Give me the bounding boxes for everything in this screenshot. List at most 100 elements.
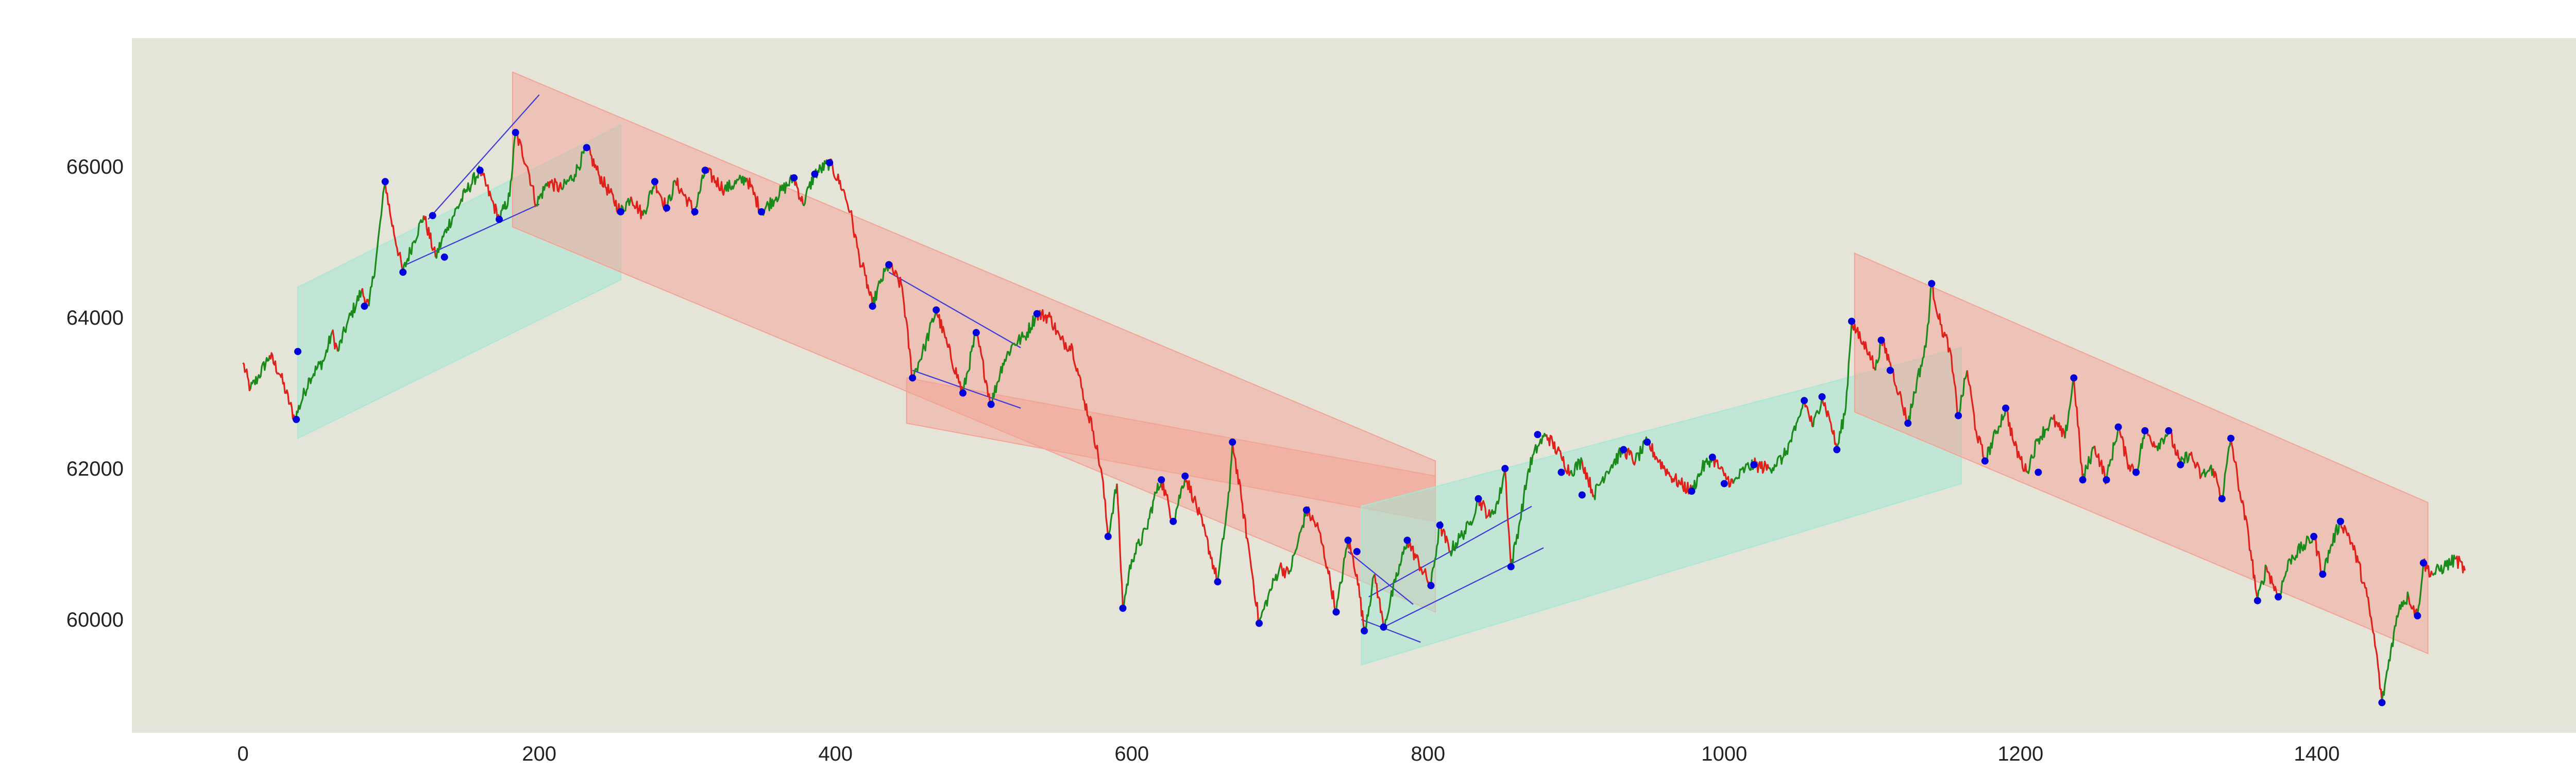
price-segment	[1948, 347, 1959, 416]
swing-point-markers	[293, 129, 2427, 707]
swing-point	[1181, 472, 1189, 480]
price-segment	[1430, 525, 1441, 586]
price-segment	[1240, 498, 1251, 560]
price-segment	[1146, 498, 1155, 530]
swing-point	[1436, 522, 1444, 529]
swing-point	[1720, 480, 1728, 488]
bearish-channel-2	[906, 377, 1436, 522]
swing-point	[1750, 461, 1758, 468]
swing-point	[1119, 604, 1127, 612]
price-segment	[2301, 535, 2315, 552]
price-segment	[2443, 554, 2456, 571]
x-axis: 0 200 400 600 800 1000 1200 1400	[238, 743, 2340, 765]
swing-point	[1380, 623, 1387, 631]
price-segment	[2013, 441, 2027, 473]
swing-point	[1353, 548, 1361, 556]
swing-point	[1688, 488, 1696, 495]
swing-point	[2141, 427, 2149, 434]
swing-point	[2378, 699, 2386, 707]
swing-point	[1578, 491, 1586, 499]
swing-point	[2002, 404, 2010, 412]
price-segment	[2221, 438, 2232, 499]
price-segment	[865, 274, 874, 307]
swing-point	[987, 400, 995, 408]
price-segment	[1916, 345, 1927, 382]
price-segment	[962, 331, 977, 393]
price-segment	[1794, 400, 1805, 431]
price-segment	[324, 332, 333, 360]
price-segment	[1335, 540, 1349, 612]
price-segment	[923, 310, 937, 352]
swing-point	[972, 329, 980, 337]
price-segment	[1101, 476, 1109, 537]
price-segment	[1460, 520, 1470, 540]
price-segment	[1216, 491, 1230, 582]
swing-point	[2319, 570, 2327, 578]
swing-point	[909, 374, 917, 382]
price-segment	[535, 181, 549, 207]
price-segment	[775, 174, 794, 203]
price-segment	[337, 325, 348, 352]
x-tick-label: 1400	[2294, 743, 2340, 765]
pattern-lines	[405, 94, 1544, 643]
swing-point	[1229, 438, 1236, 446]
price-segment	[2156, 430, 2170, 451]
price-segment	[561, 174, 576, 190]
price-segment	[1803, 400, 1814, 428]
price-segment	[1184, 476, 1195, 503]
price-segment	[2026, 438, 2039, 475]
price-segment	[1297, 510, 1308, 544]
price-segment	[1869, 351, 1876, 371]
price-segment	[509, 132, 517, 197]
price-segment	[1153, 479, 1162, 499]
swing-point	[2035, 468, 2042, 476]
swing-point	[429, 212, 436, 220]
price-segment	[1830, 423, 1838, 450]
price-segment	[375, 181, 386, 258]
price-segment	[1092, 430, 1103, 477]
swing-point	[1475, 495, 1482, 502]
swing-point	[826, 159, 834, 166]
price-segment	[446, 188, 466, 231]
x-tick-label: 800	[1411, 743, 1445, 765]
price-segment	[346, 290, 363, 326]
price-segment	[1498, 468, 1506, 499]
swing-point	[1344, 536, 1352, 544]
y-tick-label: 66000	[66, 156, 124, 178]
price-segment	[2052, 414, 2066, 439]
price-segment	[547, 178, 563, 193]
price-segment	[1605, 447, 1624, 475]
x-tick-label: 400	[818, 743, 853, 765]
price-segment	[2230, 438, 2240, 492]
price-segment	[879, 264, 890, 284]
price-segment	[499, 192, 511, 221]
price-segment	[1107, 483, 1118, 537]
x-tick-label: 0	[238, 743, 249, 765]
price-segment	[1783, 425, 1797, 458]
price-segment	[2239, 491, 2250, 537]
bearish-channel-4	[1854, 253, 2429, 654]
swing-point	[1833, 446, 1841, 453]
price-segment	[1049, 315, 1062, 341]
swing-point	[1801, 397, 1808, 405]
price-segment	[1439, 520, 1450, 552]
swing-point	[2227, 434, 2235, 442]
swing-point	[2275, 593, 2282, 601]
swing-point	[2419, 559, 2427, 567]
price-segment	[294, 377, 310, 423]
swing-point	[1534, 431, 1541, 439]
swing-point	[1848, 317, 1856, 325]
price-segment	[1907, 381, 1918, 424]
price-segment	[1768, 455, 1784, 474]
price-segment	[464, 165, 481, 193]
pattern-line	[428, 94, 540, 220]
price-segment	[1711, 454, 1725, 477]
x-tick-label: 1200	[1997, 743, 2043, 765]
swing-point	[1981, 457, 1989, 465]
price-segment	[1560, 456, 1571, 476]
swing-point	[757, 208, 765, 215]
price-segment	[2340, 521, 2350, 537]
price-segment	[368, 257, 377, 307]
swing-point	[1507, 563, 1515, 570]
